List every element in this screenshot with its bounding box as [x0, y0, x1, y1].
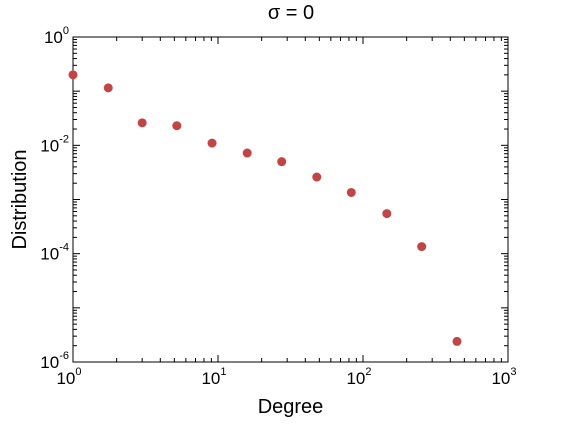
y-tick-label: 10-2 — [40, 133, 69, 155]
data-point — [346, 187, 356, 197]
data-point — [312, 172, 322, 182]
data-point — [207, 138, 217, 148]
axis-ticks — [72, 36, 509, 363]
chart-title: σ = 0 — [268, 2, 314, 24]
data-point — [103, 83, 113, 93]
y-tick-label: 100 — [44, 25, 69, 47]
y-tick-label: 10-6 — [40, 350, 69, 372]
x-axis-label: Degree — [258, 396, 324, 418]
x-tick-label: 101 — [201, 366, 226, 388]
data-point — [277, 157, 287, 167]
data-point — [172, 121, 182, 131]
data-points — [68, 70, 462, 346]
y-axis-label: Distribution — [9, 149, 31, 249]
data-point — [417, 242, 427, 252]
data-point — [137, 118, 147, 128]
x-tick-label: 100 — [56, 366, 81, 388]
axis-tick-labels: 100 101 102 103 100 10-2 10-4 10-6 — [40, 25, 516, 388]
x-tick-label: 102 — [346, 366, 371, 388]
data-point — [452, 336, 462, 346]
y-tick-label: 10-4 — [40, 242, 69, 264]
plot-area — [72, 36, 509, 363]
data-point — [68, 70, 78, 80]
data-point — [382, 209, 392, 219]
data-point — [242, 148, 252, 158]
x-tick-label: 103 — [491, 366, 516, 388]
